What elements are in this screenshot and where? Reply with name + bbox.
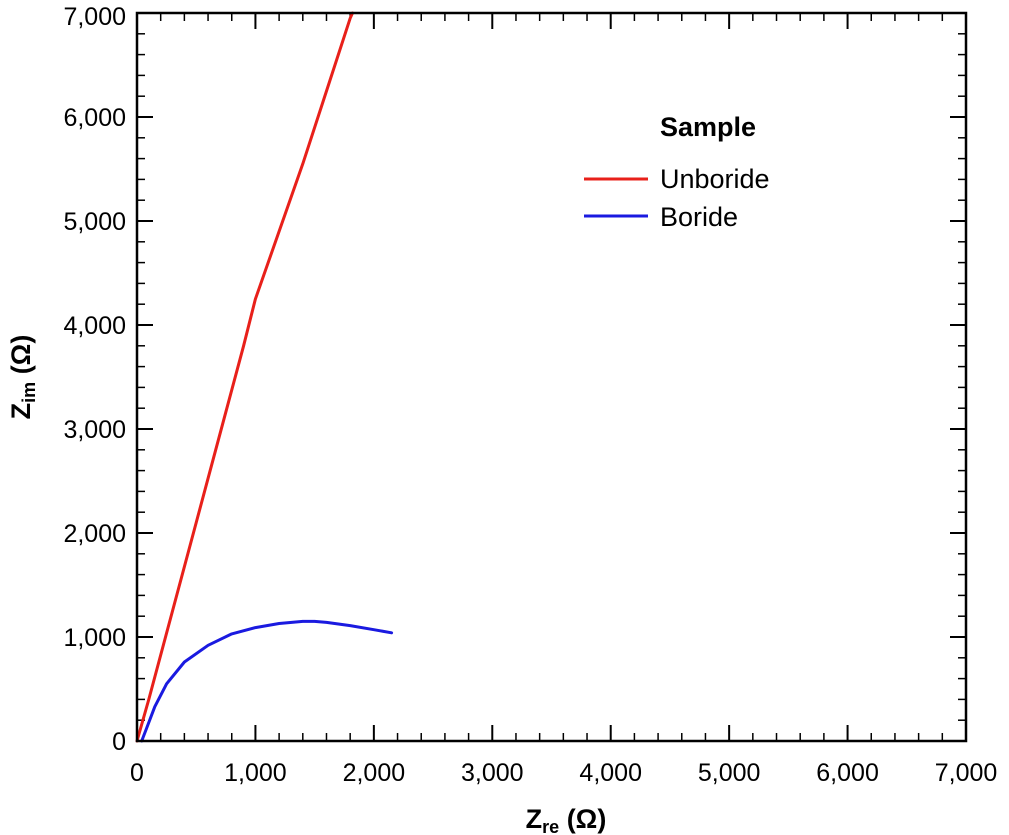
series-lines (135, 11, 394, 743)
x-tick-label: 3,000 (461, 759, 524, 787)
legend-label-boride: Boride (660, 202, 738, 232)
x-tick-label: 4,000 (579, 759, 642, 787)
legend-label-unboride: Unboride (660, 164, 770, 194)
y-tick-label: 5,000 (63, 208, 126, 236)
y-axis-title-subscript: im (19, 382, 39, 403)
plot-frame (135, 11, 968, 743)
plot-border (135, 11, 968, 743)
plot-area (137, 13, 966, 741)
x-tick-labels: 0 1,000 2,000 3,000 4,000 5,000 6,000 7,000 (130, 759, 997, 787)
x-tick-label: 2,000 (343, 759, 406, 787)
x-tick-label: 0 (130, 759, 144, 787)
y-axis-title-main: Z (6, 403, 36, 420)
y-tick-label: 7,000 (63, 3, 126, 31)
x-tick-label: 7,000 (935, 759, 998, 787)
series-line-unboride (135, 11, 354, 743)
y-tick-label: 6,000 (63, 104, 126, 132)
x-tick-label: 5,000 (698, 759, 761, 787)
x-axis-title: Zre (Ω) (526, 804, 607, 835)
y-tick-label: 3,000 (63, 416, 126, 444)
y-axis-title-unit: (Ω) (6, 335, 36, 382)
legend-title: Sample (660, 112, 756, 142)
y-tick-label: 4,000 (63, 312, 126, 340)
legend: Sample Unboride Boride (584, 112, 770, 232)
y-tick-label: 0 (112, 728, 126, 756)
x-axis-title-unit: (Ω) (559, 804, 606, 834)
minor-ticks (137, 13, 966, 741)
x-axis-title-subscript: re (542, 817, 559, 835)
y-tick-label: 1,000 (63, 624, 126, 652)
x-tick-label: 1,000 (224, 759, 287, 787)
y-tick-labels: 0 1,000 2,000 3,000 4,000 5,000 6,000 7,000 (63, 3, 126, 756)
series-line-boride (140, 619, 394, 743)
x-tick-label: 6,000 (816, 759, 879, 787)
y-axis-title: Zim (Ω) (6, 335, 39, 420)
x-axis-title-main: Z (526, 804, 543, 834)
plot-background (137, 13, 966, 741)
y-tick-label: 2,000 (63, 520, 126, 548)
